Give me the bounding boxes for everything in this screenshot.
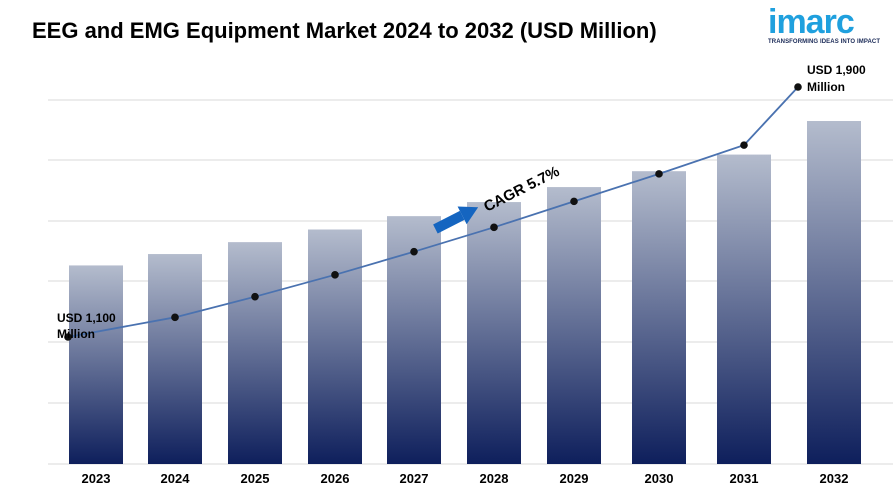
x-tick-2025: 2025 (241, 471, 270, 486)
trend-point-2030 (655, 170, 663, 178)
bar-2031 (717, 154, 771, 465)
x-tick-2026: 2026 (321, 471, 350, 486)
imarc-logo: imarc TRANSFORMING IDEAS INTO IMPACT (768, 5, 880, 47)
bar-2023 (69, 265, 123, 464)
logo-tagline: TRANSFORMING IDEAS INTO IMPACT (768, 39, 881, 45)
x-tick-2028: 2028 (480, 471, 509, 486)
x-tick-2023: 2023 (82, 471, 111, 486)
bar-2025 (228, 242, 282, 464)
end-value-label-line1: USD 1,900 (807, 63, 866, 77)
bars (69, 121, 861, 465)
trend-point-2032 (794, 83, 802, 91)
end-value-label-line2: Million (807, 80, 845, 94)
bar-2028 (467, 202, 521, 464)
x-axis-ticks: 2023 2024 2025 2026 2027 2028 2029 2030 2031 2032 (82, 471, 849, 486)
chart-title: EEG and EMG Equipment Market 2024 to 203… (32, 18, 657, 43)
bar-2030 (632, 171, 686, 464)
x-tick-2031: 2031 (730, 471, 759, 486)
trend-point-2024 (171, 313, 179, 322)
trend-line-path (67, 86, 799, 338)
trend-point-2031 (740, 141, 748, 149)
trend-line (64, 83, 802, 341)
trend-point-2023 (64, 333, 72, 341)
x-tick-2024: 2024 (161, 471, 191, 486)
cagr-arrow (433, 206, 479, 234)
trend-point-2026 (331, 271, 339, 279)
bar-2029 (547, 187, 601, 464)
trend-point-2029 (570, 197, 578, 206)
x-tick-2030: 2030 (645, 471, 674, 486)
start-value-label-line2: Million (57, 327, 95, 341)
trend-point-2028 (490, 223, 498, 232)
bar-2026 (308, 229, 362, 464)
x-tick-2029: 2029 (560, 471, 589, 486)
cagr-arrow-head (457, 206, 479, 225)
trend-point-2025 (251, 292, 259, 301)
bar-2024 (148, 254, 202, 464)
x-tick-2027: 2027 (400, 471, 429, 486)
logo-wordmark: imarc (768, 3, 855, 41)
x-tick-2032: 2032 (820, 471, 849, 486)
cagr-arrow-shaft (433, 210, 465, 234)
trend-point-2027 (410, 247, 418, 256)
start-value-label-line1: USD 1,100 (57, 311, 116, 325)
bar-2032 (807, 121, 861, 464)
